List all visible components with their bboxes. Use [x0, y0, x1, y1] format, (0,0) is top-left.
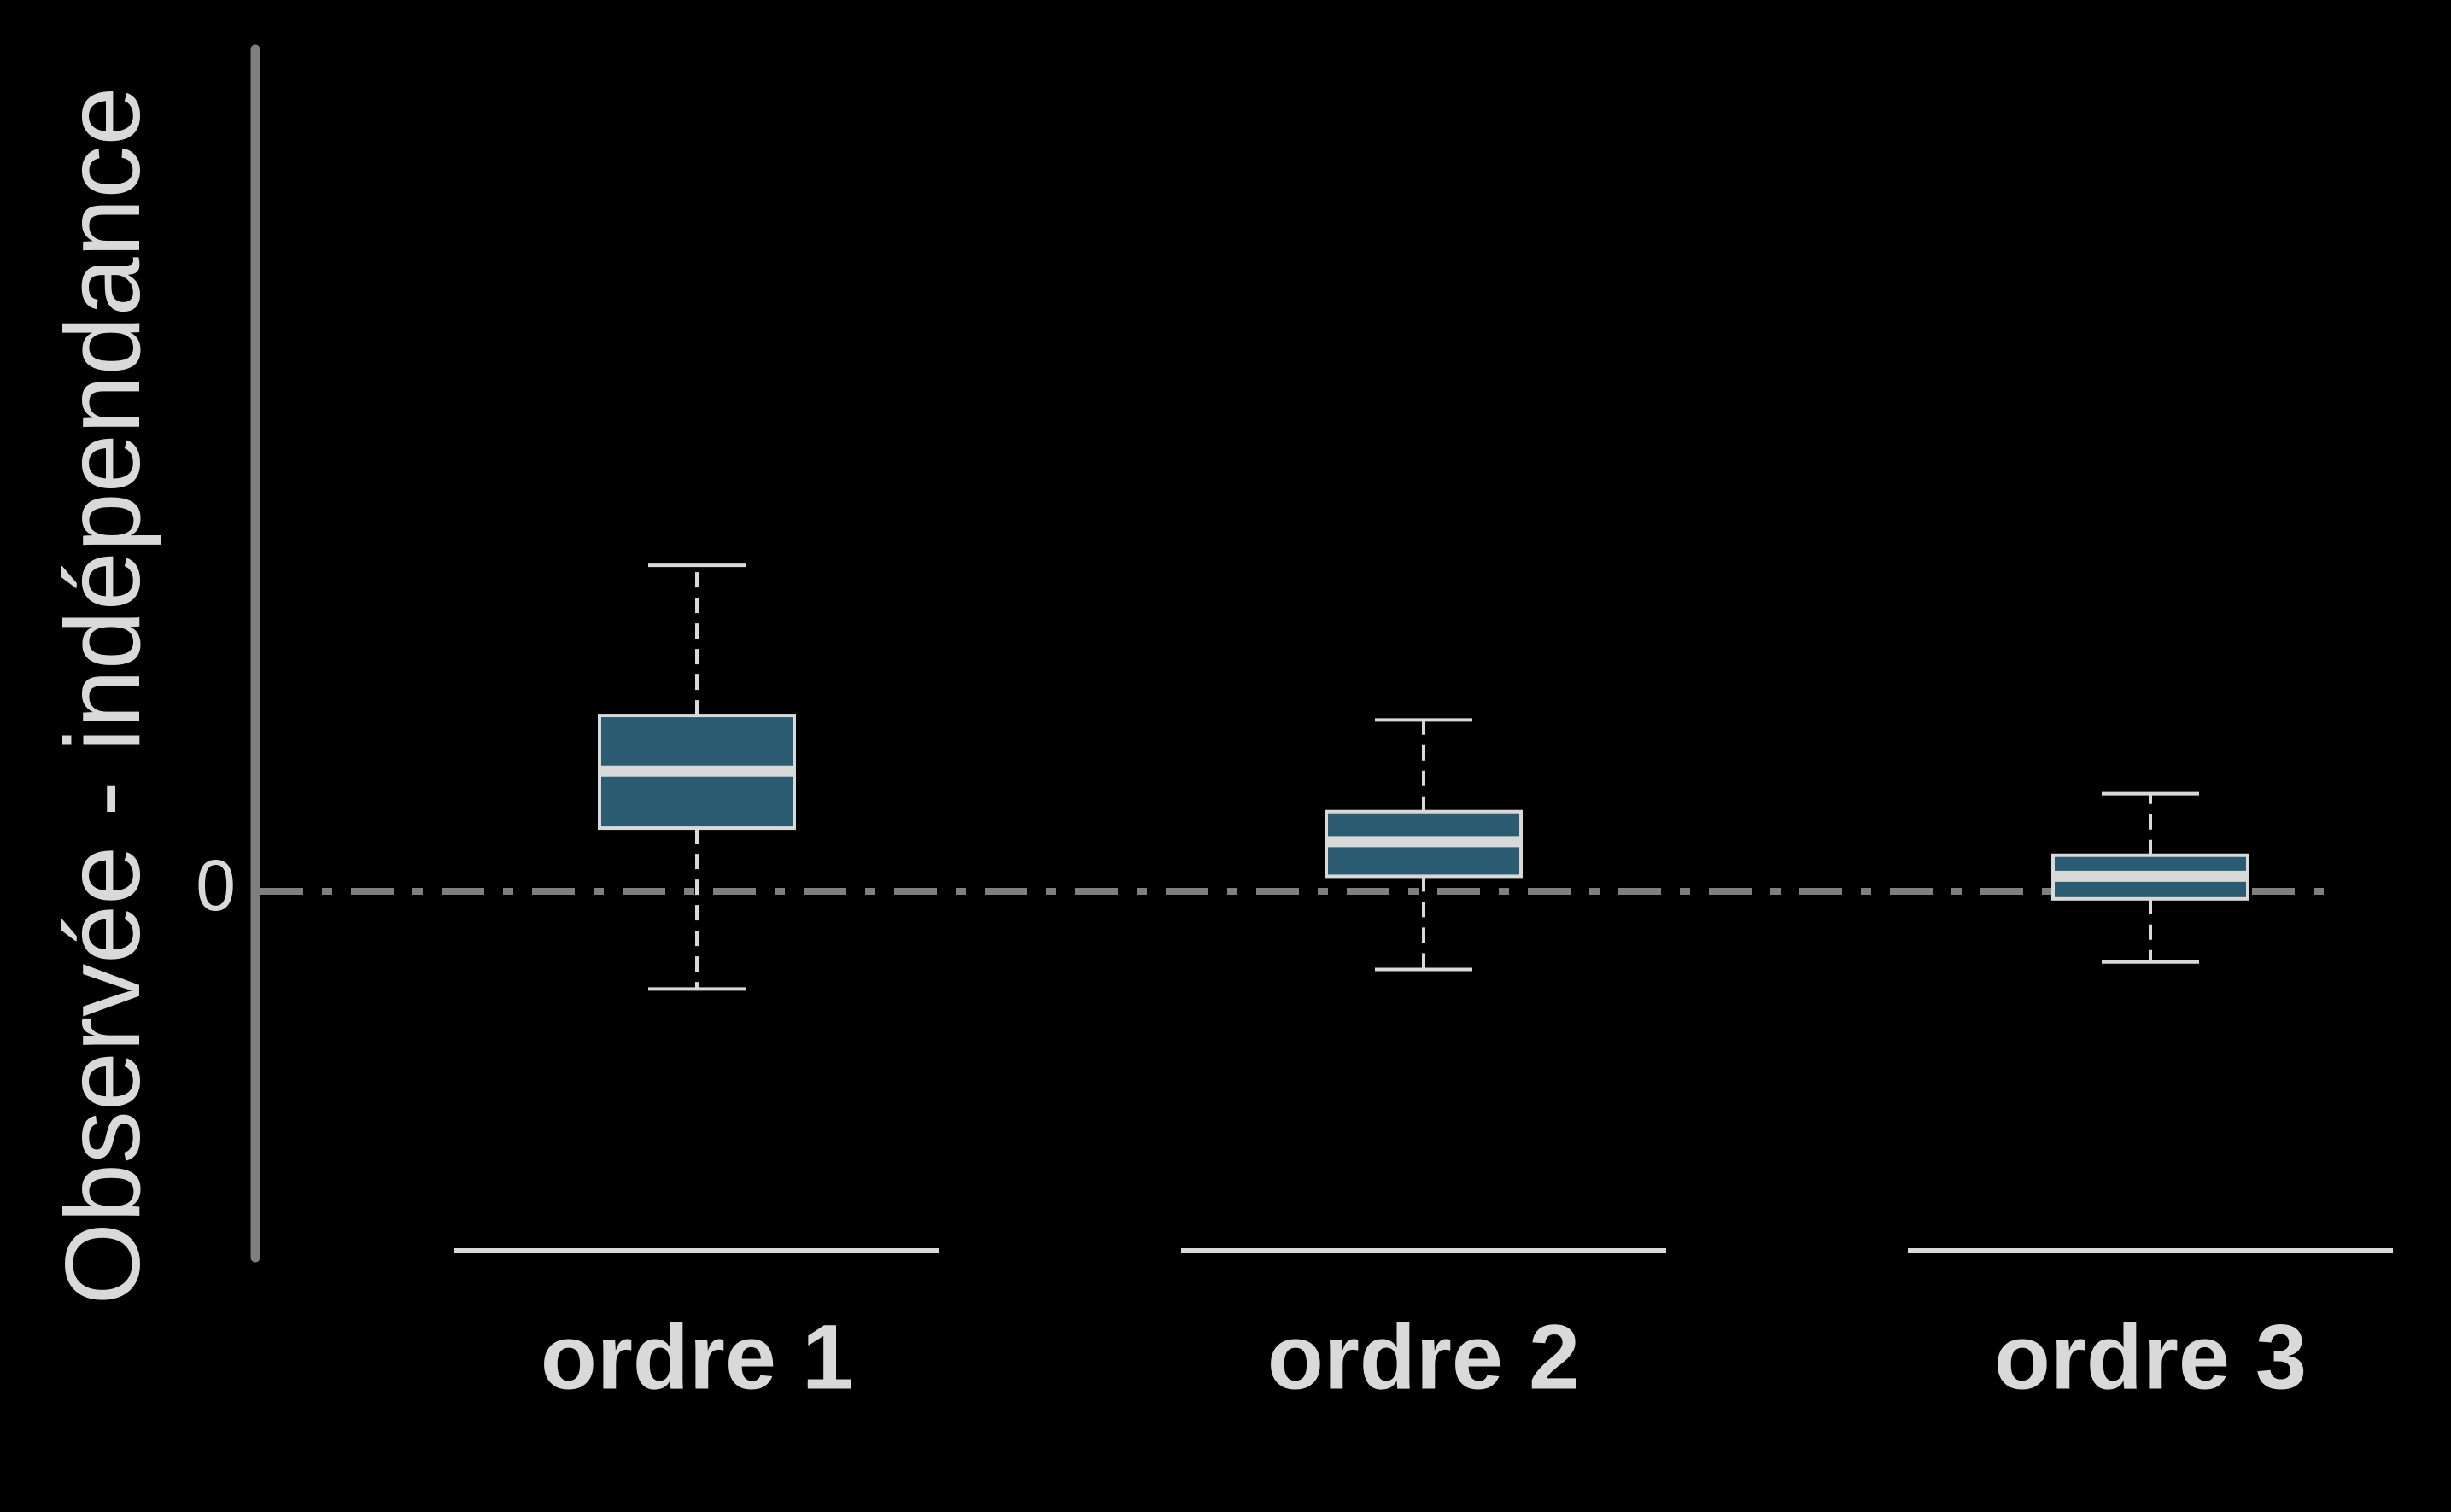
- y-axis-label: Observée - indépendance: [44, 87, 162, 1305]
- boxes-group: [598, 563, 2249, 991]
- y-tick-label: 0: [196, 845, 236, 925]
- box-3: [2051, 791, 2249, 964]
- box-1: [598, 563, 796, 991]
- x-tick-label: ordre 3: [1994, 1305, 2307, 1409]
- box-2: [1325, 718, 1523, 972]
- x-tick-label: ordre 1: [541, 1305, 853, 1409]
- x-tick-label: ordre 2: [1267, 1305, 1580, 1409]
- x-axis-group: ordre 1 ordre 2 ordre 3: [454, 1248, 2393, 1409]
